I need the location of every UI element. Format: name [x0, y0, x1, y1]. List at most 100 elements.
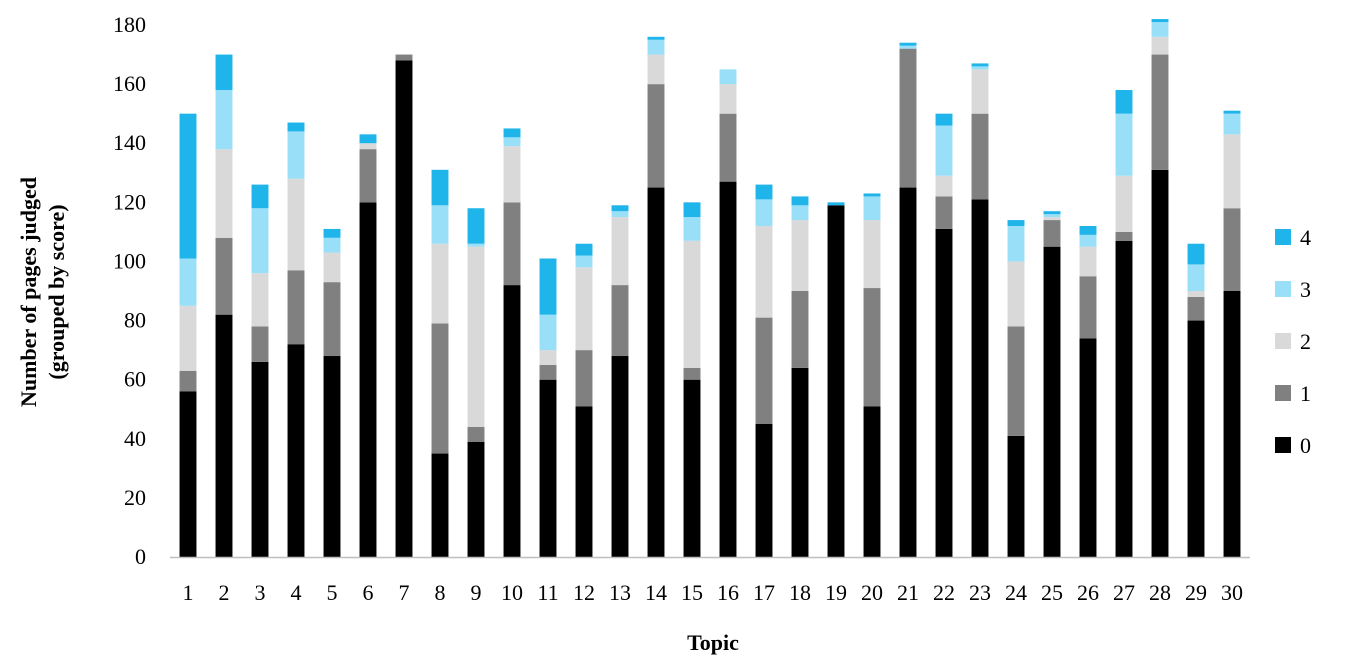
bar-segment-score-2: [215, 149, 233, 238]
x-tick-label: 21: [897, 580, 919, 605]
y-tick-label: 120: [113, 189, 146, 214]
legend-label-1: 1: [1300, 381, 1311, 406]
bar-segment-score-3: [287, 131, 305, 179]
bar-segment-score-2: [971, 69, 989, 114]
bar-segment-score-3: [467, 243, 485, 247]
bar-segment-score-3: [575, 255, 593, 268]
bar-segment-score-4: [287, 122, 305, 132]
bar-segment-score-0: [467, 441, 485, 557]
bar-segment-score-1: [971, 113, 989, 200]
y-tick-label: 20: [124, 485, 146, 510]
legend-swatch-2: [1275, 333, 1291, 349]
bar-segment-score-1: [791, 291, 809, 368]
bar-segment-score-0: [611, 356, 629, 557]
bar-segment-score-3: [1151, 22, 1169, 37]
legend-swatch-1: [1275, 385, 1291, 401]
bar-segment-score-0: [1187, 320, 1205, 557]
bar-segment-score-1: [539, 364, 557, 380]
bar-segment-score-1: [503, 202, 521, 286]
bar-segment-score-2: [323, 252, 341, 283]
bar-segment-score-3: [1007, 225, 1025, 262]
bar-segment-score-0: [287, 344, 305, 557]
legend-swatch-0: [1275, 437, 1291, 453]
x-tick-label: 6: [363, 580, 374, 605]
bar-segment-score-4: [755, 184, 773, 200]
bar-segment-score-2: [935, 175, 953, 197]
bar-segment-score-4: [251, 184, 269, 209]
x-tick-label: 11: [537, 580, 558, 605]
bar-segment-score-2: [1151, 36, 1169, 55]
bar-segment-score-3: [899, 45, 917, 49]
legend-swatch-4: [1275, 229, 1291, 245]
bar-segment-score-4: [863, 193, 881, 197]
bar-segment-score-1: [935, 196, 953, 229]
bar-segment-score-4: [467, 208, 485, 244]
bar-segment-score-3: [503, 137, 521, 147]
bar-segment-score-3: [539, 314, 557, 351]
bar-segment-score-4: [647, 36, 665, 40]
bar-segment-score-0: [1079, 338, 1097, 557]
bar-segment-score-1: [719, 113, 737, 182]
legend-label-0: 0: [1300, 433, 1311, 458]
legend: 4 3 2 1 0: [1275, 225, 1311, 458]
bar-segment-score-3: [1043, 214, 1061, 218]
bar-segment-score-4: [1151, 19, 1169, 23]
bar-segment-score-0: [899, 187, 917, 558]
bar-segment-score-3: [971, 66, 989, 70]
bar-segment-score-4: [1079, 225, 1097, 235]
bar-segment-score-0: [503, 285, 521, 557]
bar-segment-score-2: [287, 178, 305, 271]
y-tick-label: 40: [124, 426, 146, 451]
bar-segment-score-1: [683, 367, 701, 380]
x-tick-label: 7: [399, 580, 410, 605]
bar-segment-score-2: [1079, 246, 1097, 277]
x-tick-label: 29: [1185, 580, 1207, 605]
bar-segment-score-3: [1187, 264, 1205, 291]
bar-segment-score-4: [827, 202, 845, 206]
bar-segment-score-1: [1187, 296, 1205, 321]
bar-segment-score-1: [755, 317, 773, 424]
bar-segment-score-0: [395, 60, 413, 557]
bar-segment-score-1: [431, 323, 449, 454]
x-tick-label: 22: [933, 580, 955, 605]
y-tick-label: 80: [124, 308, 146, 333]
x-tick-label: 20: [861, 580, 883, 605]
x-tick-label: 30: [1221, 580, 1243, 605]
bar-segment-score-0: [1151, 169, 1169, 558]
bar-segment-score-2: [431, 243, 449, 324]
bar-segment-score-4: [1187, 243, 1205, 265]
bar-segment-score-3: [683, 217, 701, 241]
bar-segment-score-3: [251, 208, 269, 274]
bar-segment-score-0: [1115, 240, 1133, 557]
bar-segment-score-1: [251, 326, 269, 362]
bar-segment-score-2: [359, 143, 377, 150]
legend-label-2: 2: [1300, 329, 1311, 354]
bar-segment-score-0: [539, 379, 557, 557]
bar-segment-score-2: [791, 220, 809, 291]
bar-segment-score-3: [719, 69, 737, 85]
bar-segment-score-1: [395, 54, 413, 61]
y-tick-label: 100: [113, 248, 146, 273]
x-tick-label: 27: [1113, 580, 1135, 605]
bars: [179, 19, 1241, 558]
bar-segment-score-0: [935, 228, 953, 557]
bar-segment-score-3: [1223, 113, 1241, 135]
y-tick-label: 140: [113, 130, 146, 155]
x-tick-label: 4: [291, 580, 302, 605]
bar-segment-score-1: [1043, 220, 1061, 247]
bar-segment-score-2: [575, 267, 593, 351]
x-tick-label: 12: [573, 580, 595, 605]
bar-segment-score-4: [359, 134, 377, 144]
bar-segment-score-3: [647, 39, 665, 55]
bar-segment-score-4: [503, 128, 521, 138]
x-axis-title: Topic: [687, 630, 739, 655]
bar-segment-score-1: [1151, 54, 1169, 170]
y-axis-title-line: Number of pages judged: [16, 177, 41, 407]
bar-segment-score-4: [611, 205, 629, 212]
bar-segment-score-1: [323, 282, 341, 357]
x-tick-label: 15: [681, 580, 703, 605]
bar-segment-score-4: [1223, 110, 1241, 114]
bar-segment-score-2: [1007, 261, 1025, 327]
x-tick-label: 1: [183, 580, 194, 605]
